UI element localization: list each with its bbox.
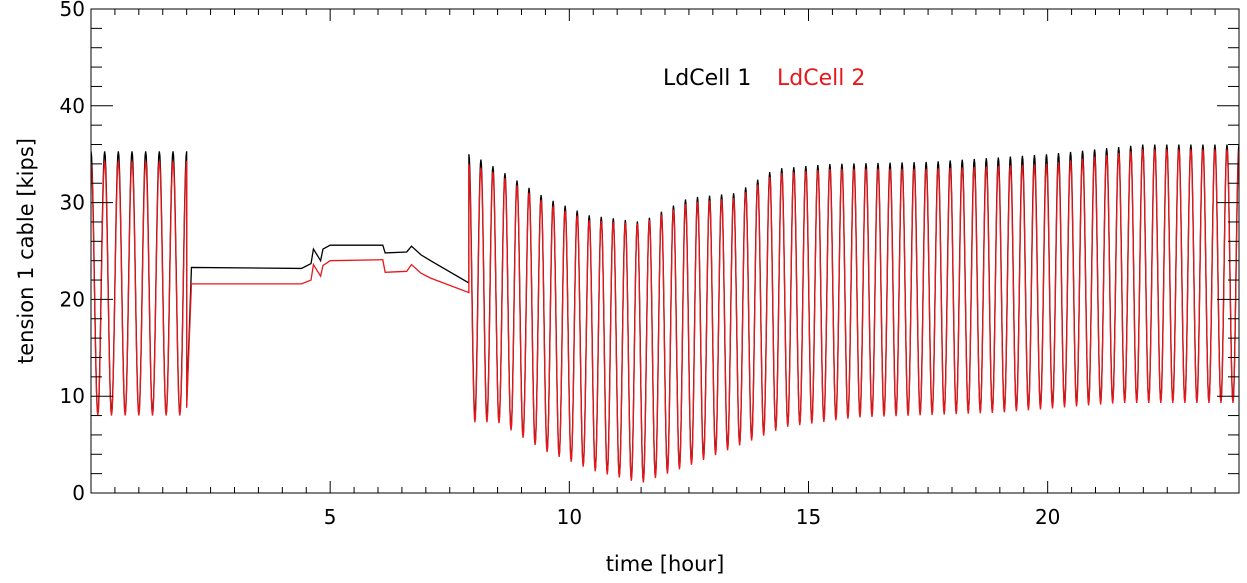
x-tick-label: 5 — [324, 505, 337, 529]
series-line-2 — [91, 149, 1239, 483]
y-tick-label: 20 — [60, 287, 85, 311]
y-tick-label: 0 — [72, 481, 85, 505]
y-tick-label: 10 — [60, 384, 85, 408]
y-axis-title: tension 1 cable [kips] — [14, 138, 38, 364]
x-tick-label: 15 — [796, 505, 821, 529]
y-tick-label: 50 — [60, 0, 85, 21]
legend: LdCell 1 LdCell 2 — [663, 66, 865, 91]
legend-entry-ldcell-2: LdCell 2 — [777, 66, 865, 91]
legend-entry-ldcell-1: LdCell 1 — [663, 66, 751, 91]
x-tick-label: 20 — [1035, 505, 1060, 529]
x-axis-title: time [hour] — [606, 552, 725, 576]
x-tick-label: 10 — [557, 505, 582, 529]
y-tick-label: 30 — [60, 191, 85, 215]
y-tick-label: 40 — [60, 94, 85, 118]
